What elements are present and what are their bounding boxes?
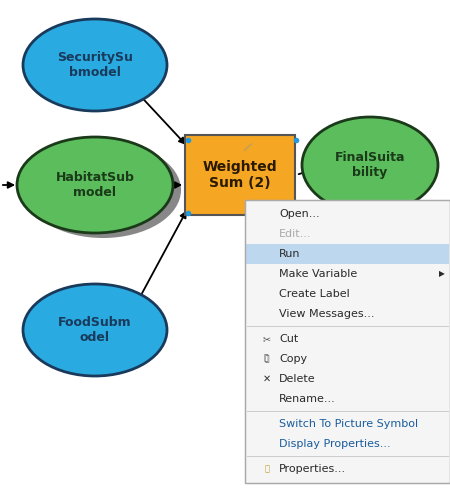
Text: ⬜: ⬜ bbox=[263, 353, 268, 362]
Text: Cut: Cut bbox=[279, 334, 298, 344]
FancyBboxPatch shape bbox=[185, 135, 295, 215]
Text: HabitatSub
model: HabitatSub model bbox=[55, 171, 135, 199]
Text: SecuritySu
bmodel: SecuritySu bmodel bbox=[57, 51, 133, 79]
Text: ✂: ✂ bbox=[263, 334, 271, 344]
Ellipse shape bbox=[23, 284, 167, 376]
Text: ▶: ▶ bbox=[439, 270, 445, 279]
Text: View Messages...: View Messages... bbox=[279, 309, 374, 319]
Text: Run: Run bbox=[279, 249, 301, 259]
Text: Properties...: Properties... bbox=[279, 464, 346, 474]
Ellipse shape bbox=[23, 19, 167, 111]
Ellipse shape bbox=[25, 142, 181, 238]
Text: FoodSubm
odel: FoodSubm odel bbox=[58, 316, 132, 344]
FancyBboxPatch shape bbox=[245, 200, 450, 483]
Text: ⬜: ⬜ bbox=[265, 354, 269, 363]
Text: Weighted
Sum (2): Weighted Sum (2) bbox=[202, 160, 277, 190]
Text: /: / bbox=[243, 140, 253, 154]
Ellipse shape bbox=[17, 137, 173, 233]
Ellipse shape bbox=[302, 117, 438, 213]
Text: Copy: Copy bbox=[279, 354, 307, 364]
Text: Rename...: Rename... bbox=[279, 394, 336, 404]
Text: Switch To Picture Symbol: Switch To Picture Symbol bbox=[279, 419, 418, 429]
Text: 📁: 📁 bbox=[265, 464, 270, 473]
Text: Create Label: Create Label bbox=[279, 289, 350, 299]
Text: ✕: ✕ bbox=[263, 374, 271, 384]
Text: Display Properties...: Display Properties... bbox=[279, 439, 391, 449]
Text: Delete: Delete bbox=[279, 374, 315, 384]
FancyBboxPatch shape bbox=[246, 244, 449, 264]
Text: Make Variable: Make Variable bbox=[279, 269, 357, 279]
Text: Open...: Open... bbox=[279, 209, 320, 219]
Text: Edit...: Edit... bbox=[279, 229, 311, 239]
Text: FinalSuita
bility: FinalSuita bility bbox=[335, 151, 405, 179]
